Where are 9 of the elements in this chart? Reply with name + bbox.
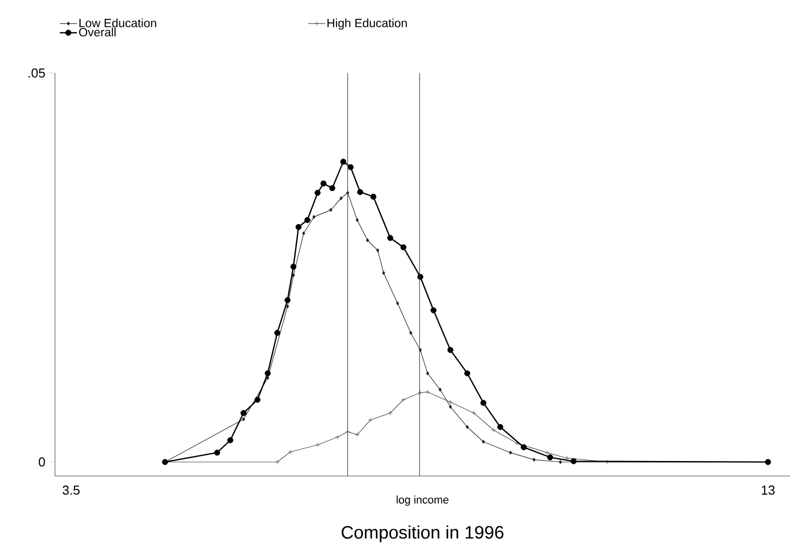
x-tick-label: 13	[762, 486, 775, 495]
y-tick-label: .05	[28, 68, 45, 78]
legend-label: Overall	[79, 28, 116, 36]
legend-label: Low Education	[79, 18, 156, 28]
text: Composition in 1996	[342, 526, 504, 542]
x-axis-title: log income	[396, 496, 448, 506]
x-tick-label: 3.5	[62, 486, 80, 495]
legend-label: High Education	[328, 18, 407, 30]
y-tick-label: 0	[38, 457, 45, 467]
